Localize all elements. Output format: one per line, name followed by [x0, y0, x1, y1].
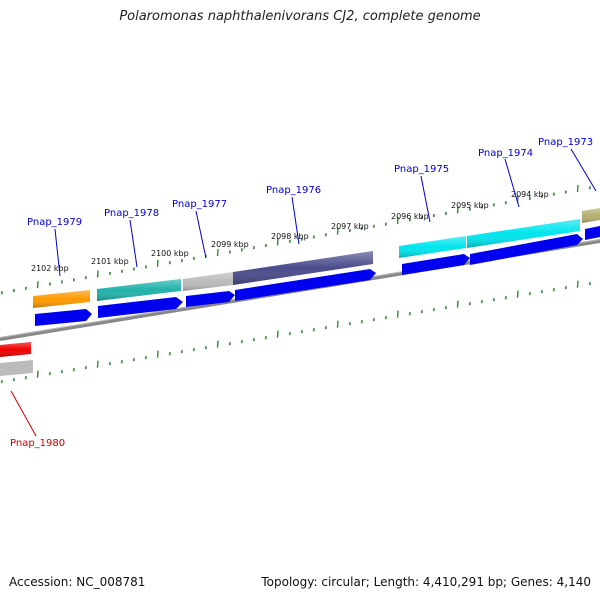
kbp-label: 2100 kbp	[151, 249, 189, 258]
leader-line	[10, 390, 37, 437]
genome-summary: Topology: circular; Length: 4,410,291 bp…	[261, 575, 591, 589]
major-tick	[276, 330, 279, 338]
gene-feature-shade	[33, 290, 90, 308]
major-tick	[36, 370, 39, 378]
gene-feature-shade	[97, 279, 181, 301]
gene-label-pnap-1978[interactable]: Pnap_1978	[104, 208, 159, 219]
gene-feature-gray-lower	[0, 360, 33, 376]
major-tick	[96, 360, 99, 368]
leader-line	[504, 158, 520, 208]
gene-feature-shade	[467, 219, 580, 248]
label-leaders	[10, 148, 597, 437]
major-tick	[276, 238, 279, 246]
tick-row-upper	[0, 184, 591, 295]
kbp-label: 2101 kbp	[91, 257, 129, 266]
major-tick	[396, 310, 399, 318]
kbp-labels: 2102 kbp 2101 kbp 2100 kbp 2099 kbp 2098…	[31, 190, 549, 273]
major-tick	[456, 206, 459, 214]
leader-line	[420, 175, 431, 223]
kbp-label: 2098 kbp	[271, 232, 309, 241]
gene-label-pnap-1980[interactable]: Pnap_1980	[10, 438, 65, 449]
major-tick	[516, 290, 519, 298]
major-tick	[216, 340, 219, 348]
gene-feature-shade	[233, 251, 373, 285]
major-tick	[36, 281, 39, 289]
tick-row-lower	[0, 280, 591, 384]
major-tick	[156, 259, 159, 267]
major-tick	[576, 184, 579, 192]
gene-feature-shade	[582, 208, 600, 223]
cds-arrow[interactable]	[186, 291, 235, 307]
gene-label-pnap-1974[interactable]: Pnap_1974	[478, 148, 533, 159]
cds-arrow[interactable]	[585, 226, 600, 240]
kbp-label: 2102 kbp	[31, 264, 69, 273]
gene-features	[0, 208, 600, 376]
major-tick	[96, 270, 99, 278]
gene-label-pnap-1976[interactable]: Pnap_1976	[266, 185, 321, 196]
gene-feature-shade	[0, 342, 31, 357]
kbp-label: 2096 kbp	[391, 212, 429, 221]
cds-arrows	[35, 226, 600, 326]
gene-label-pnap-1979[interactable]: Pnap_1979	[27, 217, 82, 228]
major-tick	[156, 350, 159, 358]
leader-line	[54, 228, 61, 277]
leader-line	[291, 196, 300, 245]
cds-arrow[interactable]	[235, 269, 376, 301]
leader-line	[129, 219, 138, 268]
gene-feature-shade	[183, 272, 233, 291]
major-tick	[456, 300, 459, 308]
gene-label-pnap-1975[interactable]: Pnap_1975	[394, 164, 449, 175]
gene-labels: Pnap_1979 Pnap_1978 Pnap_1977 Pnap_1976 …	[10, 137, 593, 449]
map-title: Polaromonas naphthalenivorans CJ2, compl…	[119, 9, 481, 24]
kbp-label: 2095 kbp	[451, 201, 489, 210]
gene-label-pnap-1977[interactable]: Pnap_1977	[172, 199, 227, 210]
leader-line	[195, 210, 207, 259]
major-tick	[216, 249, 219, 257]
major-tick	[396, 216, 399, 225]
major-tick	[576, 280, 579, 288]
cds-arrow[interactable]	[35, 309, 92, 326]
kbp-label: 2097 kbp	[331, 222, 369, 231]
cds-arrow[interactable]	[470, 234, 583, 265]
gene-label-pnap-1973[interactable]: Pnap_1973	[538, 137, 593, 148]
cds-arrow[interactable]	[98, 297, 183, 318]
kbp-label: 2099 kbp	[211, 240, 249, 249]
gene-feature-shade	[399, 236, 466, 258]
leader-line	[570, 148, 597, 192]
major-tick	[336, 227, 339, 235]
kbp-label: 2094 kbp	[511, 190, 549, 199]
major-tick	[336, 320, 339, 328]
accession-text: Accession: NC_008781	[9, 575, 146, 589]
cds-arrow[interactable]	[402, 254, 470, 275]
